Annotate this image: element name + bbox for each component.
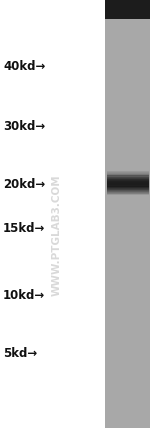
Bar [106,194,148,195]
Text: 10kd→: 10kd→ [3,289,45,302]
Bar [106,180,148,181]
Bar [106,178,148,179]
Bar [106,189,148,190]
Bar [106,179,148,180]
Bar [106,176,148,177]
Bar [106,182,148,183]
Bar [106,190,148,191]
Bar [106,184,148,185]
Bar [106,191,148,192]
Bar [106,179,148,180]
Bar [106,187,148,188]
Bar [106,173,148,174]
Bar [106,173,148,174]
Bar [106,186,148,187]
Bar [106,174,148,175]
Bar [106,180,148,181]
Text: 40kd→: 40kd→ [3,60,45,73]
Bar [106,181,148,182]
Bar [106,193,148,194]
Bar [106,172,148,173]
Bar [106,177,148,178]
Bar [106,172,148,173]
Bar [106,181,148,182]
Bar [106,177,148,178]
Bar [106,171,148,172]
Bar [106,190,148,191]
Bar [106,175,148,176]
Bar [106,174,148,175]
Text: 30kd→: 30kd→ [3,120,45,133]
Bar [106,183,148,184]
Text: 5kd→: 5kd→ [3,347,37,360]
Bar [105,0,150,428]
Bar [106,178,148,179]
Text: 20kd→: 20kd→ [3,178,45,190]
Bar [106,188,148,189]
Text: WWW.PTGLAB3.COM: WWW.PTGLAB3.COM [52,175,62,296]
Bar [106,171,148,172]
Bar [106,173,148,174]
Bar [106,183,148,184]
Bar [106,192,148,193]
Bar [106,182,148,183]
Text: 15kd→: 15kd→ [3,223,45,235]
Bar [106,175,148,176]
Bar [106,176,148,177]
Bar [106,184,148,185]
Bar [106,193,148,194]
Bar [106,192,148,193]
Bar [106,188,148,189]
Bar [105,0,150,19]
Bar [106,185,148,186]
Bar [106,185,148,186]
Bar [106,189,148,190]
Bar [106,186,148,187]
Bar [106,192,148,193]
Bar [106,187,148,188]
Bar [106,191,148,192]
